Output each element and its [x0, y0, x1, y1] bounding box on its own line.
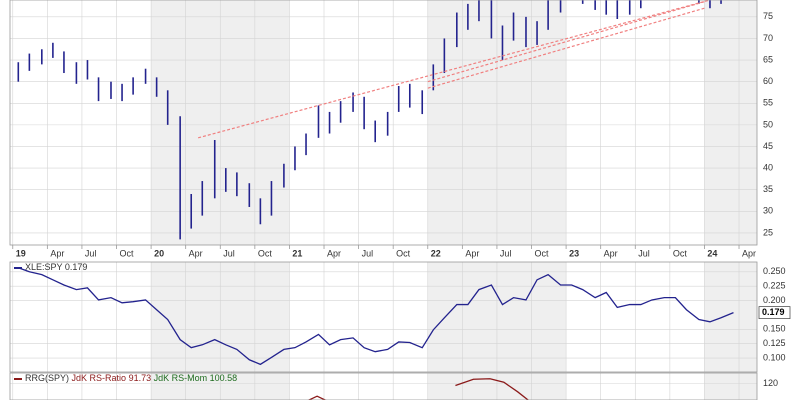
x-tick-label: Oct [673, 248, 688, 258]
y-tick-label: 0.100 [763, 352, 786, 362]
year-shade [704, 262, 757, 372]
x-tick-label: Oct [396, 248, 411, 258]
x-tick-label: Jul [223, 248, 235, 258]
y-tick-label: 0.125 [763, 338, 786, 348]
panel-border [9, 372, 758, 400]
x-tick-label: Jul [500, 248, 512, 258]
plot-area [17, 0, 722, 240]
x-tick-label: Apr [189, 248, 203, 258]
x-tick-label: Jul [362, 248, 374, 258]
legend-title: RRG(SPY) [25, 373, 69, 383]
x-tick-label: 23 [569, 248, 579, 258]
x-tick-label: Jul [85, 248, 97, 258]
year-shade [704, 373, 757, 400]
y-tick-label: 35 [763, 184, 773, 194]
x-tick-label: 21 [292, 248, 302, 258]
x-tick-label: Oct [120, 248, 135, 258]
y-tick-label: 45 [763, 141, 773, 151]
y-tick-label: 70 [763, 33, 773, 43]
x-tick-label: 19 [16, 248, 26, 258]
y-tick-label: 30 [763, 206, 773, 216]
series-line [18, 267, 734, 366]
panel-background [10, 262, 757, 372]
legend-value: 91.73 [129, 373, 152, 383]
x-tick-label: Apr [604, 248, 618, 258]
y-tick-label: 25 [763, 227, 773, 237]
panel-background [10, 373, 757, 400]
y-tick-label: 0.200 [763, 295, 786, 305]
year-shade [704, 0, 757, 245]
x-tick-label: Oct [535, 248, 550, 258]
x-tick-label: Apr [50, 248, 64, 258]
y-tick-label: 40 [763, 162, 773, 172]
legend-name: JdK RS-Ratio [72, 373, 127, 383]
x-tick-label: Apr [742, 248, 756, 258]
x-tick-label: Apr [327, 248, 341, 258]
series-line [307, 378, 530, 400]
legend-name: XLE:SPY [25, 262, 63, 272]
legend-name: JdK RS-Mom [154, 373, 208, 383]
legend-value: 100.58 [210, 373, 238, 383]
y-tick-label: 65 [763, 54, 773, 64]
x-tick-label: 20 [154, 248, 164, 258]
trendline [197, 0, 711, 139]
x-tick-label: 22 [431, 248, 441, 258]
legend-entry: XLE:SPY 0.179 [25, 262, 87, 272]
x-tick-label: Apr [465, 248, 479, 258]
y-tick-label: 55 [763, 98, 773, 108]
last-value-box [758, 306, 791, 320]
x-tick-label: 24 [707, 248, 717, 258]
y-tick-label: 60 [763, 76, 773, 86]
last-value-label: 0.179 [762, 307, 785, 317]
y-tick-label: 50 [763, 119, 773, 129]
y-tick-label: 0.150 [763, 324, 786, 334]
y-tick-label: 120 [763, 378, 778, 388]
trendline [427, 1, 705, 83]
y-tick-label: 0.250 [763, 266, 786, 276]
panel-border [9, 0, 758, 246]
plot-area [307, 378, 530, 400]
y-tick-label: 0.225 [763, 281, 786, 291]
legend-value: 0.179 [65, 262, 88, 272]
y-tick-label: 75 [763, 11, 773, 21]
panel-border [9, 261, 758, 373]
x-tick-label: Jul [638, 248, 650, 258]
panel-background [10, 0, 757, 245]
trendline [427, 7, 705, 89]
x-tick-label: Oct [258, 248, 273, 258]
legend-entry: RRG(SPY) JdK RS-Ratio 91.73 JdK RS-Mom 1… [25, 373, 237, 383]
plot-area [18, 267, 734, 366]
